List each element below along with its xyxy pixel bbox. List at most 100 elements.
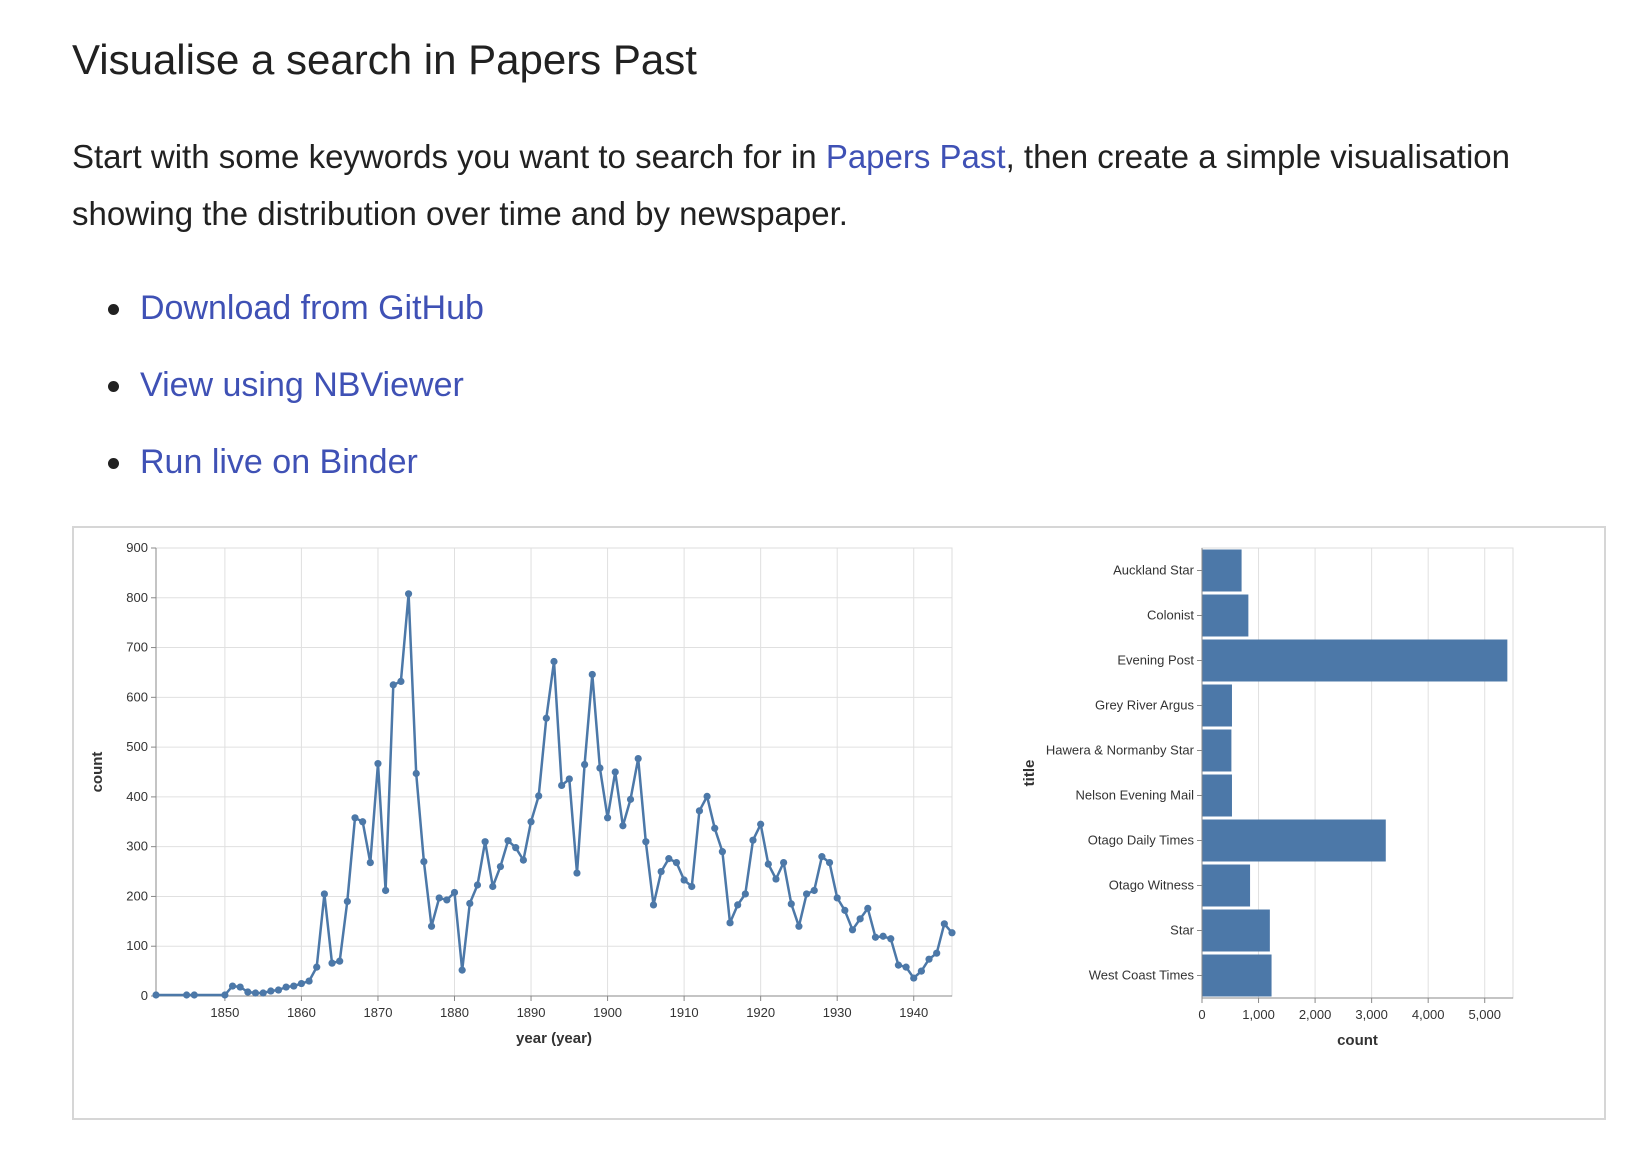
x-tick-label: 1860: [287, 1005, 316, 1020]
x-tick-label: 1930: [823, 1005, 852, 1020]
y-tick-label: 200: [126, 888, 148, 903]
bar-chart: Auckland Star Colonist Evening Post Grey Ri…: [1021, 547, 1514, 1049]
data-point: [611, 768, 619, 776]
x-tick-label: 1850: [210, 1005, 239, 1020]
y-tick-label: Grey River Argus: [1095, 698, 1194, 713]
data-point: [412, 769, 420, 778]
data-point: [389, 681, 397, 689]
data-point: [535, 792, 543, 800]
data-point: [734, 901, 742, 909]
data-point: [382, 886, 390, 895]
data-point: [925, 955, 933, 963]
x-tick-label: 5,000: [1468, 1007, 1501, 1022]
download-github-link[interactable]: Download from GitHub: [140, 289, 484, 327]
data-point: [749, 836, 757, 844]
y-tick-label: 700: [126, 640, 148, 655]
y-tick-label: 0: [141, 988, 148, 1003]
data-point: [588, 670, 596, 679]
data-point: [359, 818, 367, 826]
x-tick-label: 3,000: [1355, 1007, 1388, 1022]
x-tick-label: 1900: [593, 1005, 622, 1020]
data-point: [879, 932, 887, 940]
papers-past-link[interactable]: Papers Past: [825, 138, 1006, 175]
nbviewer-link[interactable]: View using NBViewer: [140, 366, 464, 404]
chart-figure: 1850 1860 1870 1880 1890 1900 1910 1920 1930 1940…: [72, 526, 1606, 1120]
y-tick-label: Star: [1170, 923, 1195, 938]
data-point: [527, 818, 535, 826]
data-point: [810, 886, 818, 895]
data-point: [940, 920, 948, 928]
data-point: [910, 974, 918, 982]
data-point: [404, 590, 413, 598]
data-point: [183, 991, 191, 999]
plot-frame: [155, 547, 953, 997]
data-point: [657, 867, 665, 876]
bar: [1202, 954, 1272, 997]
x-tick-label: 1880: [440, 1005, 469, 1020]
y-axis-title: count: [89, 752, 106, 793]
line-chart: 1850 1860 1870 1880 1890 1900 1910 1920 1930 1940…: [89, 540, 956, 1047]
resource-links-list: Download from GitHub View using NBViewer…: [72, 280, 484, 511]
data-point: [933, 949, 941, 957]
data-point: [259, 989, 267, 997]
data-point: [435, 894, 443, 902]
y-tick-label: Hawera & Normanby Star: [1046, 743, 1195, 758]
bar: [1202, 549, 1242, 592]
bullet-icon: [108, 304, 119, 315]
series-line: [156, 592, 953, 997]
y-tick-label: 600: [126, 689, 148, 704]
data-point: [864, 904, 872, 912]
data-point: [297, 979, 306, 988]
data-point: [718, 848, 726, 856]
data-point: [741, 890, 749, 898]
data-point: [519, 856, 527, 864]
data-point: [481, 838, 489, 846]
intro-text-before: Start with some keywords you want to sea…: [72, 138, 826, 175]
data-point: [856, 915, 864, 923]
binder-link[interactable]: Run live on Binder: [140, 443, 418, 481]
data-point: [504, 837, 512, 845]
y-tick-label: Colonist: [1147, 608, 1194, 623]
y-tick-label: 300: [126, 839, 148, 854]
data-point: [757, 820, 765, 828]
data-point: [550, 657, 558, 666]
data-point: [244, 988, 252, 996]
y-tick-label: 400: [126, 789, 148, 804]
data-point: [343, 897, 351, 906]
data-point: [313, 963, 321, 971]
bullet-icon: [108, 381, 119, 392]
data-point: [374, 759, 382, 768]
data-point: [726, 919, 734, 927]
data-point: [152, 991, 160, 999]
data-point: [512, 844, 520, 852]
data-point: [649, 901, 658, 909]
data-point: [450, 888, 459, 897]
data-point: [351, 814, 359, 822]
x-tick-label: 0: [1198, 1007, 1205, 1022]
data-point: [397, 677, 405, 686]
x-tick-label: 1920: [746, 1005, 775, 1020]
data-point: [489, 882, 497, 891]
bar: [1202, 774, 1232, 817]
data-point: [825, 858, 834, 867]
data-point: [496, 862, 505, 871]
x-tick-label: 1890: [517, 1005, 546, 1020]
data-point: [626, 795, 635, 803]
bar: [1202, 864, 1251, 907]
data-point: [190, 991, 198, 999]
data-point: [366, 858, 374, 867]
data-point: [688, 882, 696, 891]
data-point: [680, 876, 688, 884]
data-point: [795, 922, 803, 930]
list-item: View using NBViewer: [72, 357, 484, 434]
data-point: [228, 982, 237, 990]
bar: [1202, 729, 1232, 772]
x-tick-label: 1910: [670, 1005, 699, 1020]
data-point: [473, 881, 482, 889]
x-tick-label: 2,000: [1299, 1007, 1332, 1022]
y-tick-label: 800: [126, 590, 148, 605]
y-tick-label: 900: [126, 540, 148, 555]
data-point: [802, 890, 811, 898]
y-tick-label: West Coast Times: [1089, 968, 1195, 983]
data-point: [336, 957, 344, 965]
